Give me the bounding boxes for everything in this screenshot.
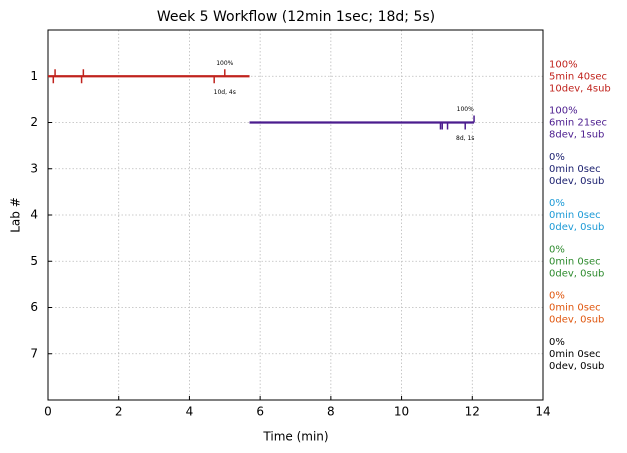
- lab-summary: 0min 0sec: [549, 210, 601, 221]
- y-tick-label: 7: [30, 346, 38, 360]
- annotation: 100%: [457, 106, 474, 113]
- lab-summary: 0dev, 0sub: [549, 176, 604, 187]
- lab-summary: 0%: [549, 291, 565, 302]
- lab-summary: 6min 21sec: [549, 118, 607, 129]
- x-axis-label: Time (min): [262, 430, 328, 444]
- lab-summary: 0dev, 0sub: [549, 222, 604, 233]
- y-tick-label: 2: [30, 115, 38, 129]
- x-tick-label: 6: [256, 405, 264, 419]
- annotation: 100%: [216, 60, 233, 67]
- lab-summary: 0%: [549, 337, 565, 348]
- x-tick-label: 10: [394, 405, 409, 419]
- y-axis-label: Lab #: [9, 197, 23, 233]
- x-tick-label: 0: [44, 405, 52, 419]
- lab-summary: 0%: [549, 198, 565, 209]
- y-tick-label: 5: [30, 254, 38, 268]
- lab-summary: 0dev, 0sub: [549, 361, 604, 372]
- lab-summary: 0min 0sec: [549, 303, 601, 314]
- lab-summary: 8dev, 1sub: [549, 130, 604, 141]
- plot-frame: [47, 29, 544, 401]
- lab-summary: 0%: [549, 244, 565, 255]
- x-tick-label: 8: [327, 405, 335, 419]
- lab-summary: 100%: [549, 106, 578, 117]
- annotation: 8d, 1s: [456, 135, 474, 142]
- y-tick-label: 3: [30, 161, 38, 175]
- x-tick-label: 14: [535, 405, 550, 419]
- lab-summary: 0min 0sec: [549, 164, 601, 175]
- y-tick-label: 1: [30, 69, 38, 83]
- x-tick-label: 4: [186, 405, 194, 419]
- lab-summary: 5min 40sec: [549, 71, 607, 82]
- lab-summary: 0%: [549, 152, 565, 163]
- lab-summary: 0min 0sec: [549, 349, 601, 360]
- lab-summary: 0min 0sec: [549, 256, 601, 267]
- x-tick-label: 2: [115, 405, 123, 419]
- chart-title: Week 5 Workflow (12min 1sec; 18d; 5s): [157, 9, 435, 25]
- y-tick-label: 6: [30, 300, 38, 314]
- lab-summary: 0dev, 0sub: [549, 268, 604, 279]
- lab-summary: 0dev, 0sub: [549, 315, 604, 326]
- annotation: 10d, 4s: [214, 89, 236, 96]
- y-tick-label: 4: [30, 208, 38, 222]
- x-tick-label: 12: [465, 405, 480, 419]
- lab-summary: 10dev, 4sub: [549, 83, 611, 94]
- lab-summary: 100%: [549, 59, 578, 70]
